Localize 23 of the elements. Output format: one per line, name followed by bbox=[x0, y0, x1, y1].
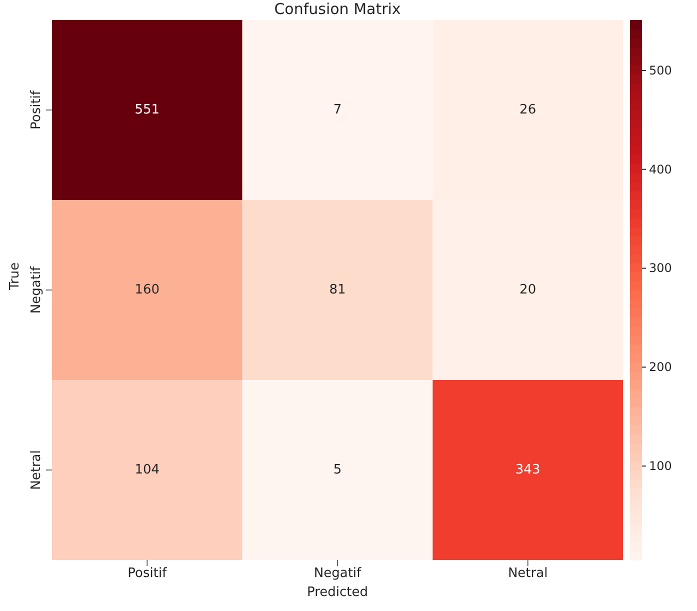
color-bar-label: 500 bbox=[649, 63, 672, 78]
data-label: 20 bbox=[520, 282, 536, 298]
y-tick-label: Netral bbox=[29, 450, 44, 490]
color-bar-label: 100 bbox=[649, 459, 672, 474]
y-axis-title: True bbox=[8, 262, 23, 291]
data-label: 81 bbox=[329, 282, 346, 298]
color-bar-label: 300 bbox=[649, 261, 672, 276]
x-tick-label: Netral bbox=[508, 566, 548, 582]
data-label: 551 bbox=[134, 102, 160, 118]
x-tick-label: Positif bbox=[128, 566, 168, 582]
y-tick-label: Positif bbox=[29, 90, 44, 130]
data-label: 104 bbox=[134, 462, 160, 478]
x-tick-label: Negatif bbox=[314, 566, 362, 582]
color-bar-label: 200 bbox=[649, 360, 672, 374]
color-bar-label: 400 bbox=[649, 162, 672, 176]
x-axis-title: Predicted bbox=[306, 585, 368, 600]
data-label: 7 bbox=[333, 102, 342, 118]
chart-title: Confusion Matrix bbox=[273, 0, 402, 18]
y-tick-label: Negatif bbox=[29, 266, 44, 314]
data-label: 26 bbox=[520, 102, 536, 118]
data-label: 343 bbox=[515, 462, 540, 478]
data-label: 160 bbox=[134, 282, 160, 298]
data-label: 5 bbox=[333, 462, 342, 478]
